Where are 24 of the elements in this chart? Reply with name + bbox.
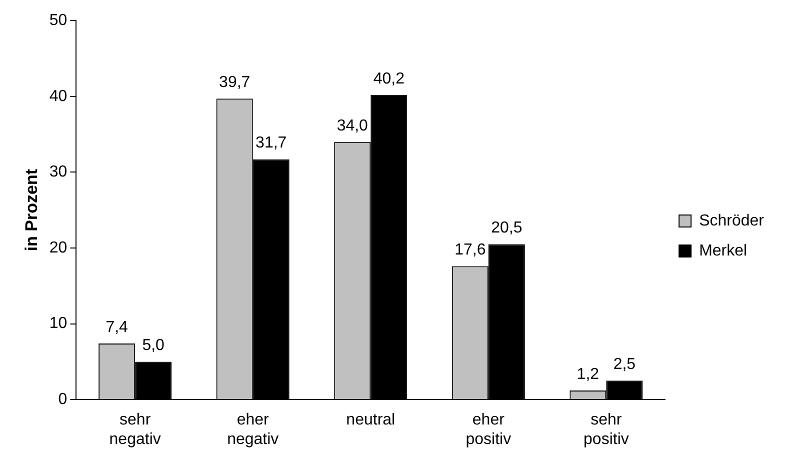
legend-label: Schröder <box>699 212 765 230</box>
y-tick-label: 20 <box>49 239 68 256</box>
data-label: 7,4 <box>106 318 128 336</box>
y-axis-title: in Prozent <box>22 168 41 252</box>
data-label: 40,2 <box>373 70 405 88</box>
y-tick-label: 50 <box>49 12 68 30</box>
data-label: 1,2 <box>576 366 600 383</box>
y-tick-label: 30 <box>49 164 68 181</box>
data-label: 39,7 <box>219 74 250 92</box>
data-label: 31,7 <box>256 134 287 152</box>
x-tick-label: sehr positiv <box>584 412 629 448</box>
y-tick-label: 40 <box>49 88 68 105</box>
x-tick-label: eher positiv <box>466 412 512 448</box>
data-label: 34,0 <box>336 117 368 134</box>
data-label: 17,6 <box>454 242 486 259</box>
legend-label: Merkel <box>699 242 748 260</box>
data-label: 2,5 <box>613 356 636 374</box>
x-tick-label: neutral <box>346 412 396 429</box>
y-tick-label: 0 <box>58 391 68 408</box>
data-label: 20,5 <box>491 220 522 237</box>
data-label: 5,0 <box>142 337 165 354</box>
x-tick-label: sehr negativ <box>109 412 161 448</box>
x-tick-label: eher negativ <box>227 412 279 448</box>
y-tick-label: 10 <box>49 315 68 332</box>
